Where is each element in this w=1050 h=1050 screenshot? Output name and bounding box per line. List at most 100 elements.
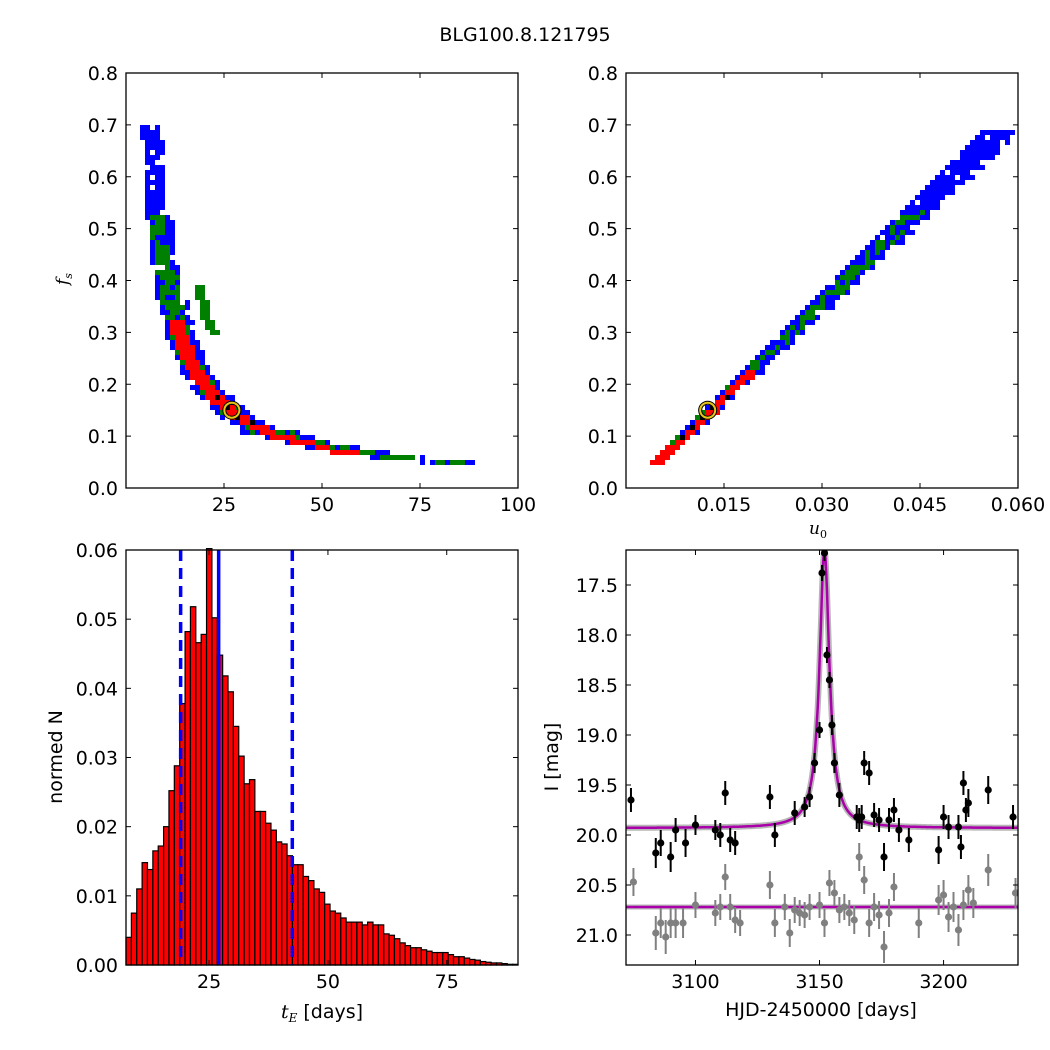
data-point [957, 843, 965, 851]
histogram-bar [367, 921, 374, 966]
band-outer-cell [310, 445, 315, 450]
band-outer-cell [870, 240, 875, 245]
band-outer-cell [960, 175, 965, 180]
band-inner-cell [285, 435, 290, 440]
band-middle-cell [760, 355, 765, 360]
band-outer-cell [170, 220, 175, 225]
data-point [964, 799, 972, 807]
band-outer-cell [995, 145, 1000, 150]
band-middle-cell [160, 275, 165, 280]
band-inner-cell [220, 395, 225, 400]
band-inner-cell [270, 430, 275, 435]
band-inner-cell [340, 450, 345, 455]
histogram-bar [426, 950, 433, 966]
band-outer-cell [150, 210, 155, 215]
band-outer-cell [920, 195, 925, 200]
band-middle-cell [675, 435, 680, 440]
band-outer-cell [895, 240, 900, 245]
band-outer-cell [155, 200, 160, 205]
band-outer-cell [190, 385, 195, 390]
band-outer-cell [145, 180, 150, 185]
band-outer-cell [170, 235, 175, 240]
band-outer-cell [975, 140, 980, 145]
band-outer-cell [855, 260, 860, 265]
band-outer-cell [915, 205, 920, 210]
band-outer-cell [370, 455, 375, 460]
band-middle-cell [200, 305, 205, 310]
band-middle-cell [165, 285, 170, 290]
band-middle-cell [165, 260, 170, 265]
band-outer-cell [375, 450, 380, 455]
y-tick-label: 18.5 [576, 675, 618, 697]
band-outer-cell [765, 355, 770, 360]
y-tick-label: 0.6 [588, 167, 618, 189]
histogram-bar [329, 910, 336, 966]
band-outer-cell [150, 130, 155, 135]
y-tick-label: 0.3 [588, 322, 618, 344]
band-outer-cell [920, 190, 925, 195]
data-point [711, 909, 719, 917]
band-outer-cell [985, 155, 990, 160]
band-inner-cell [740, 380, 745, 385]
band-middle-cell [855, 265, 860, 270]
band-middle-cell [275, 430, 280, 435]
band-inner-cell [665, 450, 670, 455]
y-tick-label: 0.03 [76, 748, 118, 770]
histogram-bar [307, 880, 315, 966]
band-inner-cell [180, 335, 185, 340]
band-outer-cell [810, 320, 815, 325]
band-middle-cell [865, 260, 870, 265]
band-middle-cell [245, 425, 250, 430]
band-outer-cell [925, 215, 930, 220]
band-outer-cell [925, 210, 930, 215]
band-inner-cell [685, 430, 690, 435]
band-outer-cell [945, 190, 950, 195]
band-outer-cell [155, 275, 160, 280]
band-middle-cell [800, 325, 805, 330]
band-inner-cell [175, 320, 180, 325]
band-middle-cell [165, 245, 170, 250]
band-outer-cell [195, 385, 200, 390]
band-middle-cell [360, 450, 365, 455]
band-middle-cell [200, 365, 205, 370]
band-inner-cell [195, 375, 200, 380]
band-middle-cell [175, 285, 180, 290]
band-inner-cell [665, 445, 670, 450]
band-outer-cell [305, 445, 310, 450]
histogram-bar [442, 951, 449, 966]
band-inner-cell [655, 460, 660, 465]
data-point [716, 831, 724, 839]
band-middle-cell [165, 300, 170, 305]
band-outer-cell [165, 235, 170, 240]
band-inner-cell [240, 420, 245, 425]
band-inner-cell [245, 415, 250, 420]
band-outer-cell [160, 170, 165, 175]
band-outer-cell [885, 225, 890, 230]
band-inner-cell [185, 350, 190, 355]
band-outer-cell [995, 130, 1000, 135]
band-middle-cell [890, 225, 895, 230]
band-inner-cell [210, 385, 215, 390]
band-inner-cell [205, 390, 210, 395]
data-point [771, 831, 779, 839]
band-outer-cell [905, 210, 910, 215]
band-middle-cell [905, 215, 910, 220]
band-outer-cell [255, 420, 260, 425]
histogram-bar [415, 947, 422, 966]
histogram-bar [168, 790, 175, 966]
band-outer-cell [850, 280, 855, 285]
band-inner-cell [215, 400, 220, 405]
band-outer-cell [160, 150, 165, 155]
band-middle-cell [195, 290, 200, 295]
band-inner-cell [270, 435, 275, 440]
band-outer-cell [155, 210, 160, 215]
band-inner-cell [200, 370, 205, 375]
band-outer-cell [170, 340, 175, 345]
band-outer-cell [885, 230, 890, 235]
y-tick-label: 21.0 [576, 925, 618, 947]
band-middle-cell [770, 350, 775, 355]
fs-vs-tE-plot-area [140, 125, 475, 465]
band-outer-cell [930, 180, 935, 185]
x-tick-label: 75 [408, 494, 432, 516]
band-outer-cell [935, 185, 940, 190]
